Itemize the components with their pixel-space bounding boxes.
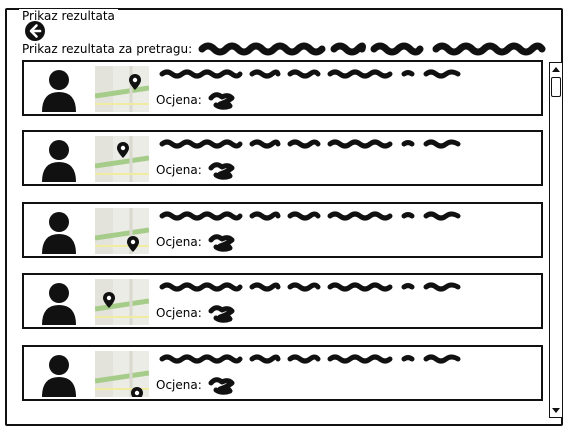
rating-value-scribble [208,92,235,110]
result-card[interactable]: Ocjena: [22,273,543,329]
map-pin-icon [95,66,149,112]
search-query-scribble [198,42,546,56]
result-card[interactable]: Ocjena: [22,345,543,401]
chevron-down-icon[interactable] [551,405,561,415]
arrow-left-circle-icon[interactable] [24,20,46,42]
map-pin-icon [95,136,149,182]
scroll-thumb[interactable] [551,77,561,97]
rating-label: Ocjena: [156,235,202,249]
user-avatar-icon [42,140,76,182]
results-list: Ocjena: [22,60,546,420]
result-card[interactable]: Ocjena: [22,202,543,258]
rating-value-scribble [208,162,235,180]
rating-value-scribble [208,305,235,323]
map-pin-icon [95,208,149,254]
scrollbar[interactable] [549,62,563,418]
user-avatar-icon [42,212,76,254]
search-query-label: Prikaz rezultata za pretragu: [22,42,193,56]
panel-title: Prikaz rezultata [19,9,118,23]
result-title-scribble [159,211,461,221]
result-card[interactable]: Ocjena: [22,130,543,186]
map-pin-icon [95,351,149,397]
rating-label: Ocjena: [156,93,202,107]
user-avatar-icon [42,70,76,112]
result-title-scribble [159,354,461,364]
rating-label: Ocjena: [156,378,202,392]
map-pin-icon [95,279,149,325]
chevron-up-icon[interactable] [551,65,561,75]
result-title-scribble [159,69,461,79]
rating-label: Ocjena: [156,306,202,320]
rating-value-scribble [208,234,235,252]
result-card[interactable]: Ocjena: [22,60,543,116]
user-avatar-icon [42,283,76,325]
result-title-scribble [159,282,461,292]
result-title-scribble [159,139,461,149]
rating-value-scribble [208,377,235,395]
user-avatar-icon [42,355,76,397]
rating-label: Ocjena: [156,163,202,177]
